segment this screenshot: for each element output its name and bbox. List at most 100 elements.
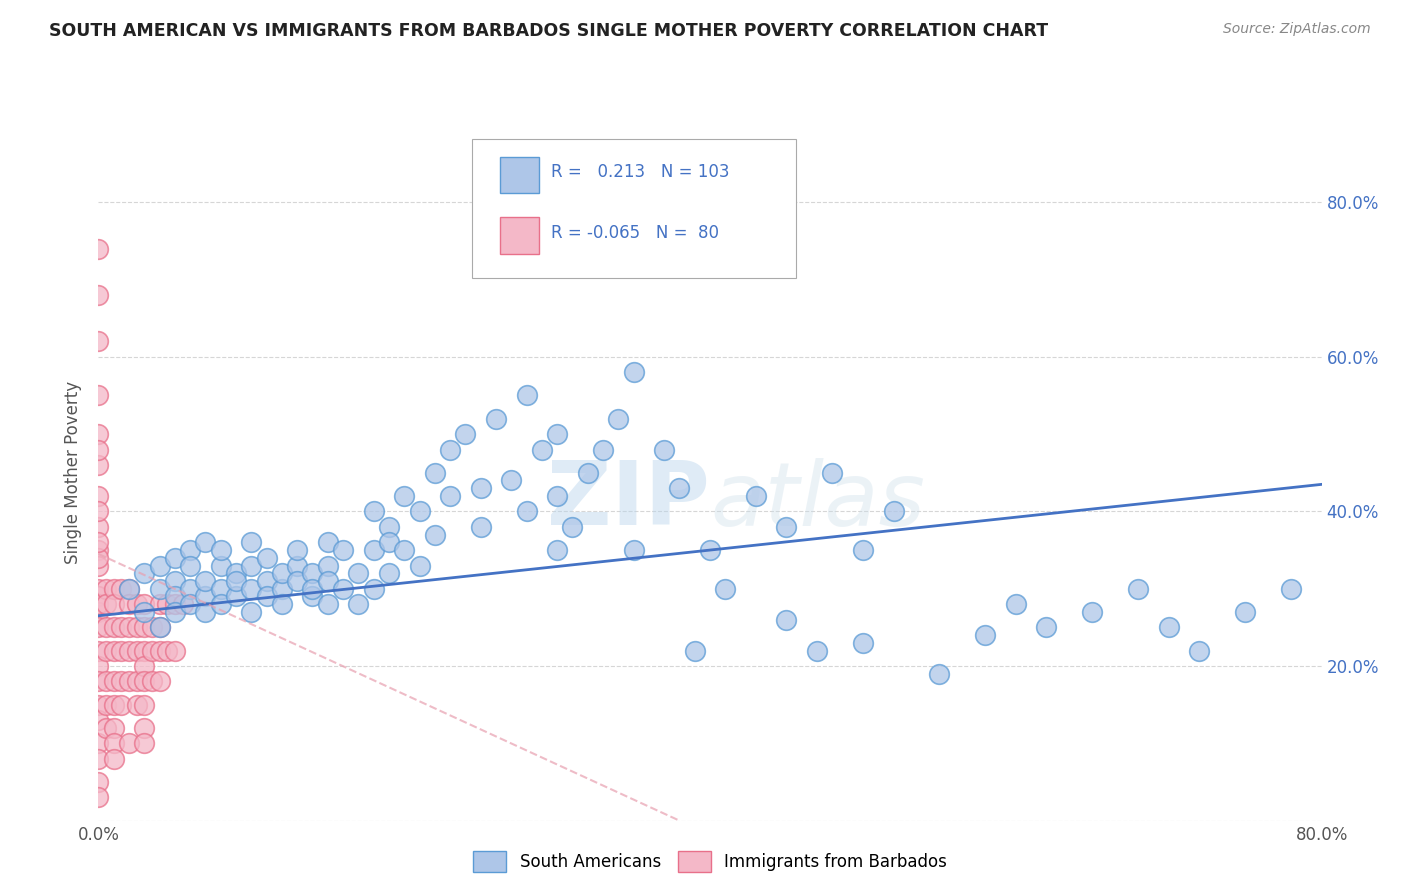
Point (225, 566, 247, 581)
Point (225, 590, 247, 604)
Point (301, 582, 323, 596)
Point (134, 736, 156, 750)
Point (1004, 597, 1026, 611)
Point (156, 597, 179, 611)
Point (256, 590, 278, 604)
Point (163, 550, 186, 565)
Point (103, 752, 125, 766)
Point (149, 582, 172, 596)
Point (485, 411, 508, 425)
Point (87, 643, 110, 657)
Point (118, 597, 141, 611)
Point (87, 388, 110, 402)
Point (470, 481, 492, 495)
Point (103, 736, 125, 750)
Point (118, 674, 141, 689)
Text: SOUTH AMERICAN VS IMMIGRANTS FROM BARBADOS SINGLE MOTHER POVERTY CORRELATION CHA: SOUTH AMERICAN VS IMMIGRANTS FROM BARBAD… (49, 22, 1049, 40)
FancyBboxPatch shape (499, 157, 538, 193)
Point (149, 558, 172, 573)
Point (149, 597, 172, 611)
Point (270, 597, 292, 611)
Point (561, 520, 583, 534)
Point (194, 590, 217, 604)
Point (209, 582, 232, 596)
Point (423, 527, 446, 541)
Point (118, 736, 141, 750)
Text: ZIP: ZIP (547, 457, 710, 544)
Point (156, 643, 179, 657)
Point (87, 674, 110, 689)
Point (179, 582, 201, 596)
Point (149, 620, 172, 634)
Point (806, 643, 828, 657)
Point (163, 574, 186, 588)
Point (87, 620, 110, 634)
Y-axis label: Single Mother Poverty: Single Mother Poverty (65, 381, 83, 565)
Point (103, 643, 125, 657)
Point (285, 543, 308, 558)
Point (110, 643, 132, 657)
Point (141, 674, 163, 689)
Point (699, 543, 721, 558)
Point (363, 504, 385, 518)
Point (134, 659, 156, 673)
Point (87, 736, 110, 750)
Point (378, 566, 401, 581)
Point (530, 442, 553, 457)
Legend: South Americans, Immigrants from Barbados: South Americans, Immigrants from Barbado… (467, 845, 953, 879)
Point (87, 288, 110, 302)
Point (94, 674, 117, 689)
Point (516, 504, 538, 518)
Point (546, 489, 568, 503)
Point (134, 605, 156, 619)
Point (87, 520, 110, 534)
Point (94, 620, 117, 634)
Point (94, 597, 117, 611)
Point (87, 543, 110, 558)
Point (110, 674, 132, 689)
Point (392, 489, 416, 503)
Point (87, 458, 110, 472)
Point (1188, 643, 1211, 657)
Point (134, 597, 156, 611)
Point (316, 558, 339, 573)
Point (125, 620, 148, 634)
Point (225, 574, 247, 588)
Point (1157, 620, 1180, 634)
Point (576, 466, 599, 480)
Point (87, 713, 110, 727)
Point (194, 605, 217, 619)
Point (163, 597, 186, 611)
Point (623, 543, 645, 558)
Point (301, 590, 323, 604)
Point (852, 636, 875, 650)
Point (439, 442, 461, 457)
Point (775, 613, 797, 627)
Point (240, 605, 263, 619)
Point (1081, 605, 1104, 619)
Point (714, 582, 737, 596)
Point (163, 590, 186, 604)
Point (408, 558, 430, 573)
Point (87, 752, 110, 766)
Point (501, 474, 523, 488)
Point (141, 620, 163, 634)
FancyBboxPatch shape (499, 218, 538, 253)
Point (378, 535, 401, 549)
Point (134, 643, 156, 657)
Point (1128, 582, 1150, 596)
Point (883, 504, 905, 518)
Point (134, 698, 156, 712)
Point (256, 574, 278, 588)
Point (87, 659, 110, 673)
Point (110, 582, 132, 596)
Point (87, 605, 110, 619)
Point (110, 698, 132, 712)
Point (94, 721, 117, 735)
Point (668, 481, 690, 495)
Point (103, 674, 125, 689)
Point (1279, 582, 1302, 596)
Point (172, 597, 194, 611)
Point (423, 466, 446, 480)
Point (179, 558, 201, 573)
